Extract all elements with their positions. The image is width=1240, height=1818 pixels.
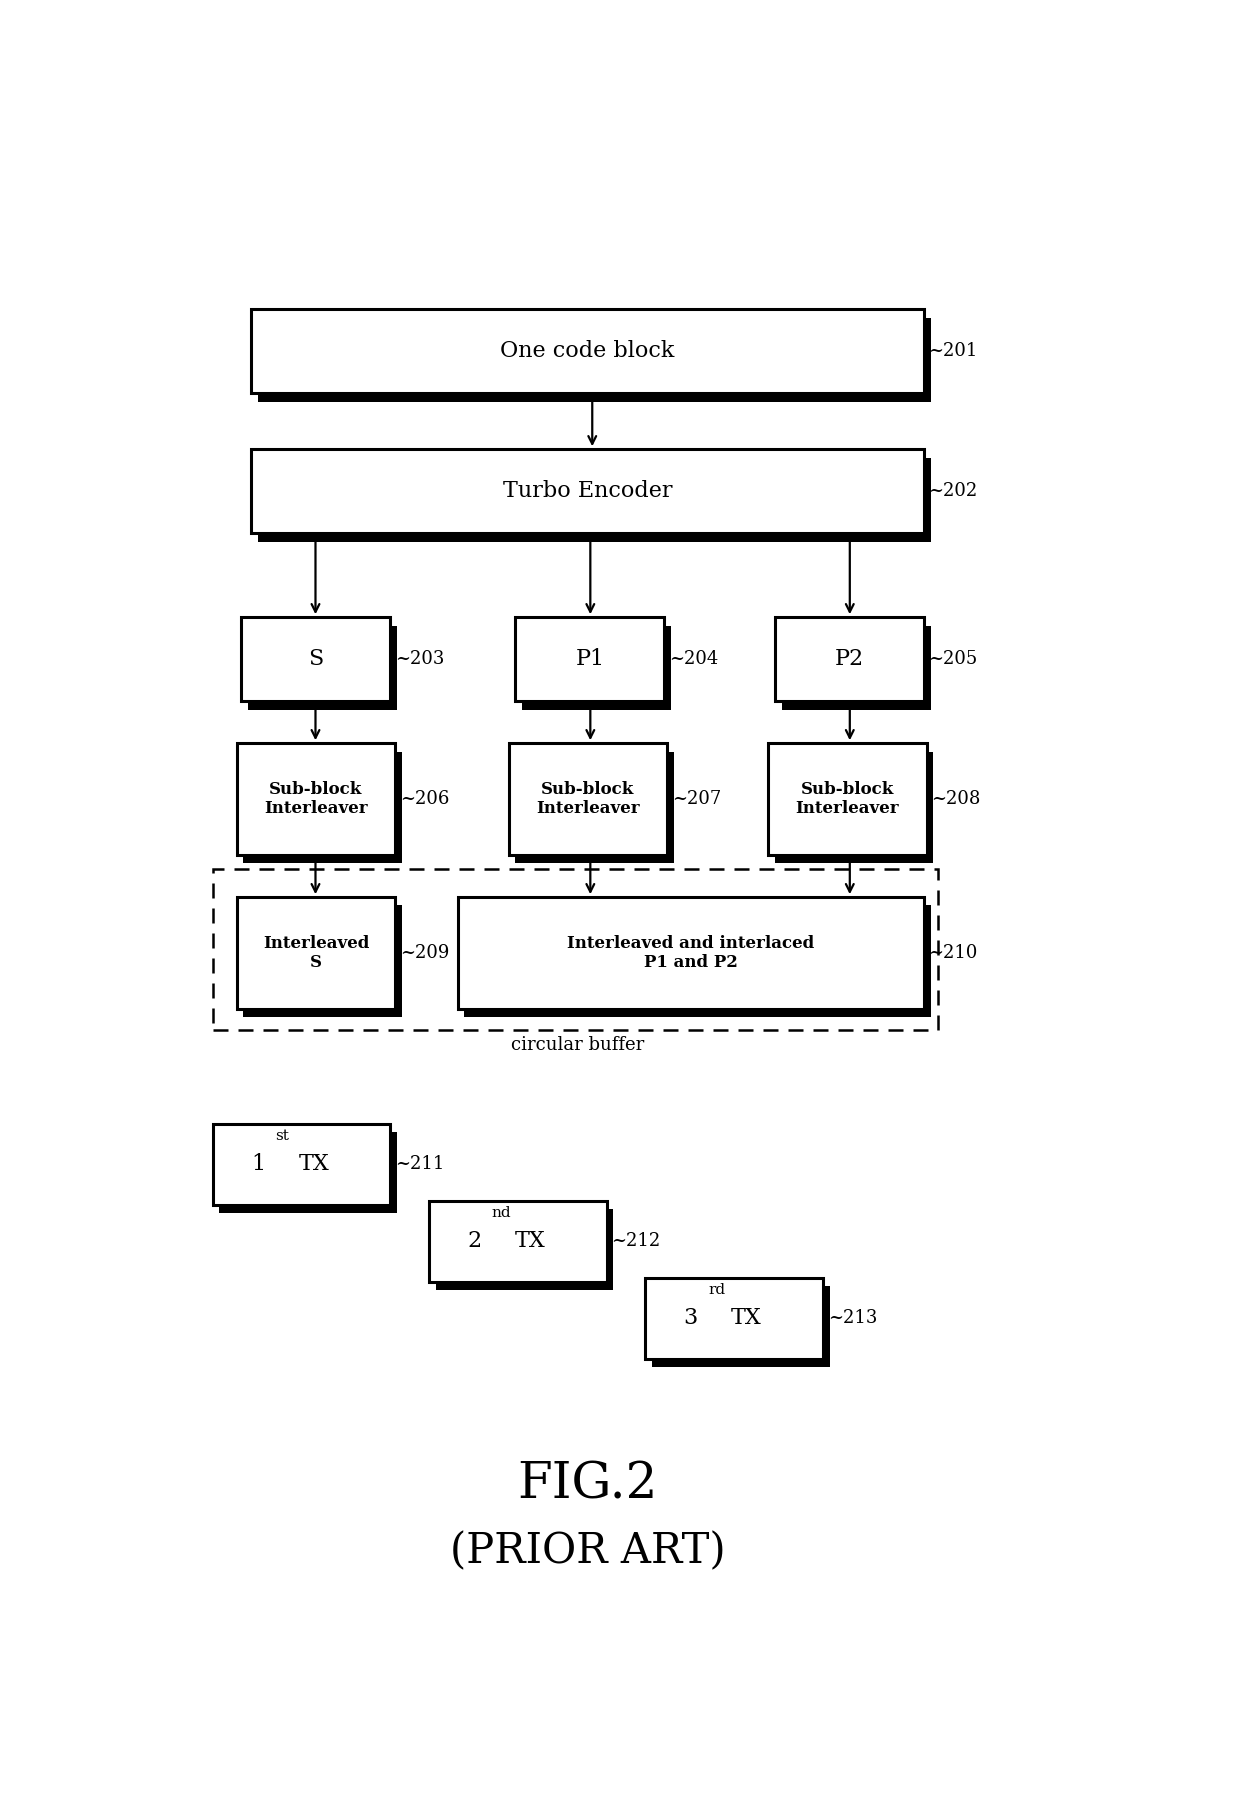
Text: ~201: ~201 [929,342,978,360]
Text: ~212: ~212 [611,1233,661,1251]
Text: Sub-block
Interleaver: Sub-block Interleaver [796,780,899,818]
Text: rd: rd [708,1284,725,1298]
Text: st: st [275,1129,289,1144]
Text: TX: TX [299,1153,330,1176]
Text: Interleaved and interlaced
P1 and P2: Interleaved and interlaced P1 and P2 [567,934,815,971]
Text: 1: 1 [252,1153,265,1176]
Text: FIG.2: FIG.2 [517,1460,657,1509]
Text: ~203: ~203 [396,651,445,669]
Bar [508,744,667,854]
Bar [435,1209,614,1291]
Text: Interleaved
S: Interleaved S [263,934,370,971]
Text: Sub-block
Interleaver: Sub-block Interleaver [536,780,640,818]
Bar [242,616,391,702]
Bar [458,896,924,1009]
Text: ~206: ~206 [401,791,449,809]
Text: ~202: ~202 [929,482,978,500]
Bar [213,869,939,1031]
Bar [237,896,396,1009]
Text: ~204: ~204 [670,651,718,669]
Text: ~207: ~207 [672,791,722,809]
Bar [522,625,671,709]
Bar [237,744,396,854]
Text: ~208: ~208 [931,791,981,809]
Text: One code block: One code block [500,340,675,362]
Bar [429,1202,606,1282]
Bar [248,625,397,709]
Text: Turbo Encoder: Turbo Encoder [502,480,672,502]
Text: TX: TX [732,1307,761,1329]
Text: 2: 2 [467,1231,481,1253]
Text: P1: P1 [575,647,604,671]
Bar [258,318,930,402]
Bar [775,751,934,864]
Text: ~209: ~209 [401,944,449,962]
Bar [213,1124,391,1205]
Text: TX: TX [515,1231,546,1253]
Bar [219,1133,397,1213]
Bar [781,625,930,709]
Text: 3: 3 [683,1307,698,1329]
Bar [258,458,930,542]
Bar [516,616,665,702]
Text: ~205: ~205 [929,651,978,669]
Bar [243,905,402,1018]
Text: ~213: ~213 [828,1309,877,1327]
Text: ~211: ~211 [396,1156,445,1173]
Text: Sub-block
Interleaver: Sub-block Interleaver [264,780,368,818]
Bar [516,751,675,864]
Bar [768,744,926,854]
Bar [775,616,924,702]
Text: P2: P2 [835,647,864,671]
Text: (PRIOR ART): (PRIOR ART) [450,1529,725,1573]
Text: nd: nd [492,1207,511,1220]
Bar [645,1278,823,1360]
Bar [250,449,924,533]
Bar [652,1287,830,1367]
Text: circular buffer: circular buffer [511,1036,645,1054]
Bar [243,751,402,864]
Text: ~210: ~210 [929,944,978,962]
Bar [250,309,924,393]
Bar [465,905,930,1018]
Text: S: S [309,647,324,671]
